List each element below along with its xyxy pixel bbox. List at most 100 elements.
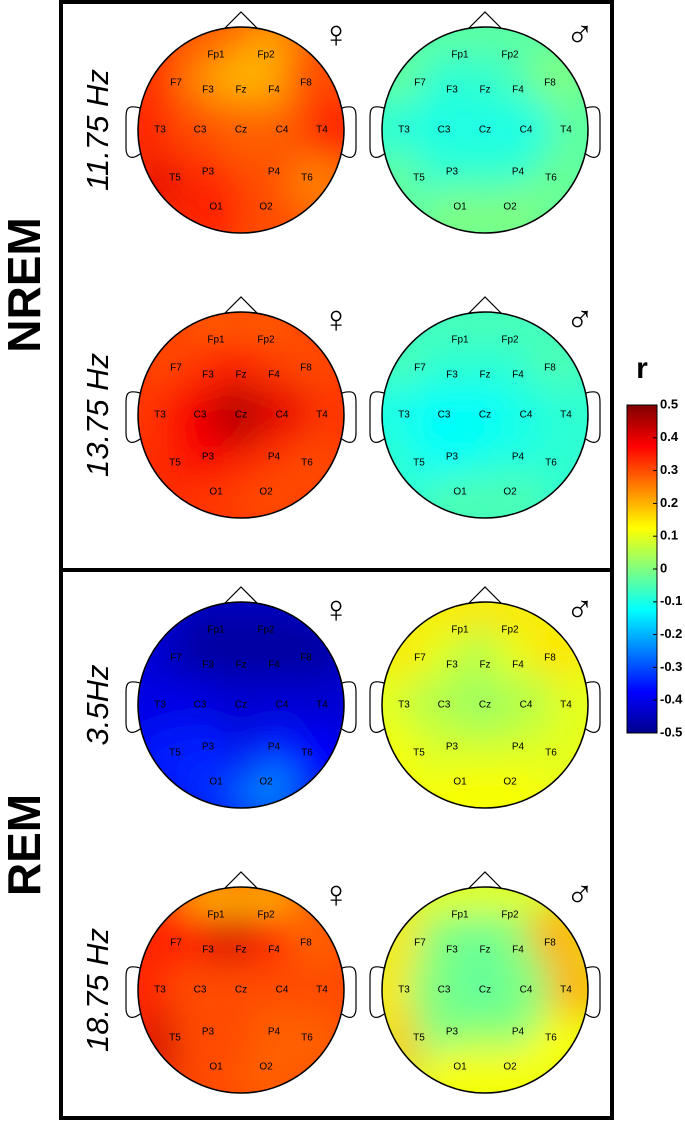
electrode-value [481,1046,546,1093]
electrode-label: T6 [545,1033,557,1044]
electrode-label: F8 [544,938,556,949]
blobs [382,312,588,518]
electrode-value [424,186,489,233]
nose [466,11,504,31]
electrode-label: P3 [202,742,215,753]
blobs [138,887,344,1093]
frequency-label: 3.5Hz [80,664,115,745]
electrode-value [405,98,470,162]
electrode-label: F3 [202,660,214,671]
electrode-value [424,761,489,808]
electrode-label: Fp2 [501,335,519,346]
electrode-label: T3 [398,700,410,711]
electrode-value [382,673,424,737]
sex-symbol: ♀ [322,589,351,631]
colorbar [626,404,658,734]
electrode-value [424,1046,489,1093]
electrode-label: T3 [398,410,410,421]
electrode-label: T5 [169,173,181,184]
electrode-label: C3 [194,410,207,421]
electrode-value [453,673,517,737]
head-outline [381,886,589,1094]
electrode-label: Fp1 [207,50,225,61]
electrode-label: O2 [259,487,273,498]
colorbar-tick-label: 0.4 [660,429,679,444]
electrode-label: Fp2 [257,910,275,921]
electrode-label: C3 [438,125,451,136]
head-outline [137,311,345,519]
electrode-label: T3 [154,410,166,421]
electrode-label: F3 [202,370,214,381]
electrode-label: F4 [512,660,524,671]
electrode-label: P4 [512,452,525,463]
electrode-label: Fp2 [257,335,275,346]
electrode-label: Fz [235,945,246,956]
section-label: REM [0,794,50,896]
electrode-value [453,98,517,162]
electrode-label: Cz [235,410,247,421]
electrode-value [138,673,180,737]
electrode-label: F4 [512,85,524,96]
electrode-label: T6 [545,748,557,759]
electrode-value [500,673,565,737]
electrode-label: Cz [479,985,491,996]
colorbar-tick-label: 0.3 [660,462,678,477]
electrode-value [161,958,226,1022]
head-outline [381,26,589,234]
topomap: Fp1 Fp2 F7 F3 Fz F4 F8 T3 C3 Cz C4 T4 T5 P3 P4 T6 O1 O2 ♀ [125,871,357,1094]
electrode-value [237,1046,302,1093]
electrode-label: T6 [301,458,313,469]
electrode-label: F7 [414,363,426,374]
electrode-label: F7 [414,938,426,949]
electrode-label: C4 [276,985,289,996]
electrode-label: T5 [413,458,425,469]
sex-symbol: ♂ [566,874,595,916]
electrode-label: P3 [202,167,215,178]
electrode-label: T6 [301,1033,313,1044]
electrode-label: T4 [560,985,572,996]
electrode-label: T3 [154,125,166,136]
electrode-label: P4 [268,1027,281,1038]
electrode-label: P3 [446,167,459,178]
electrode-label: P4 [268,167,281,178]
electrode-label: P3 [446,1027,459,1038]
electrode-label: O2 [503,487,517,498]
nose [222,871,260,891]
electrode-label: C4 [276,125,289,136]
electrode-value [302,383,344,447]
ear-left [369,966,385,1018]
frequency-label: 13.75 Hz [80,352,115,477]
electrode-label: C3 [194,700,207,711]
topomap: Fp1 Fp2 F7 F3 Fz F4 F8 T3 C3 Cz C4 T4 T5 P3 P4 T6 O1 O2 ♂ [369,296,601,519]
topomap: Fp1 Fp2 F7 F3 Fz F4 F8 T3 C3 Cz C4 T4 T5 P3 P4 T6 O1 O2 ♀ [125,11,357,234]
ear-left [125,391,141,443]
topomap: Fp1 Fp2 F7 F3 Fz F4 F8 T3 C3 Cz C4 T4 T5 P3 P4 T6 O1 O2 ♀ [125,586,357,809]
electrode-label: F3 [202,945,214,956]
topomap: Fp1 Fp2 F7 F3 Fz F4 F8 T3 C3 Cz C4 T4 T5 P3 P4 T6 O1 O2 ♂ [369,586,601,809]
electrode-label: Fz [479,370,490,381]
electrode-value [500,383,565,447]
electrode-label: F7 [414,78,426,89]
electrode-value [209,98,273,162]
electrode-label: Fp2 [257,625,275,636]
electrode-label: T6 [301,173,313,184]
electrode-label: F8 [300,78,312,89]
colorbar-tick-label: 0.5 [660,396,678,411]
electrode-label: T3 [398,985,410,996]
electrode-value [546,673,588,737]
electrode-label: P3 [446,742,459,753]
electrode-value [180,471,245,518]
electrode-label: P4 [268,452,281,463]
electrode-label: F7 [170,363,182,374]
ear-left [369,391,385,443]
electrode-label: C3 [438,700,451,711]
electrode-label: T5 [413,748,425,759]
colorbar-title: r [636,352,648,385]
electrode-label: Fp1 [451,910,469,921]
colorbar-tick-label: -0.1 [660,593,682,608]
electrode-value [237,761,302,808]
electrode-label: F3 [202,85,214,96]
electrode-label: T3 [398,125,410,136]
electrode-label: Fz [479,85,490,96]
